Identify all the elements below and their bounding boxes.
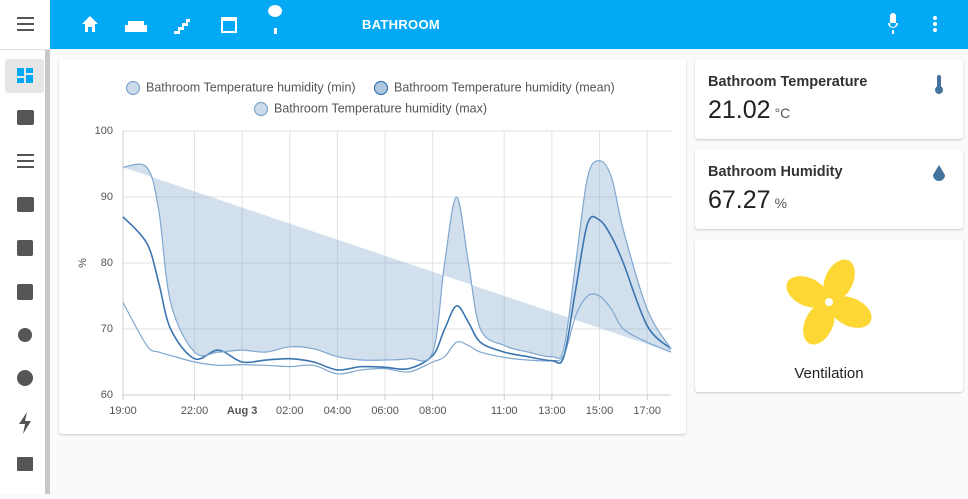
entity-name: Bathroom Humidity xyxy=(708,164,843,180)
nav-item[interactable] xyxy=(17,370,33,386)
x-tick-label: 22:00 xyxy=(181,405,209,417)
y-tick-label: 60 xyxy=(101,389,113,401)
range-band xyxy=(123,160,671,361)
more-icon[interactable] xyxy=(933,16,937,20)
nav-item[interactable] xyxy=(19,412,31,434)
fan-icon xyxy=(786,259,872,345)
x-tick-label: 15:00 xyxy=(586,405,614,417)
nav-item[interactable] xyxy=(17,240,33,256)
legend-label: Bathroom Temperature humidity (max) xyxy=(274,101,487,115)
thermometer-icon xyxy=(935,75,943,94)
nav-item[interactable] xyxy=(17,110,34,125)
sidebar-icons xyxy=(5,59,44,471)
x-tick-label: 17:00 xyxy=(633,405,661,417)
x-tick-label: 04:00 xyxy=(324,405,352,417)
nav-item[interactable] xyxy=(17,457,33,471)
x-tick-label: Aug 3 xyxy=(227,405,258,417)
state-value: 67.27 xyxy=(708,186,771,214)
legend-label: Bathroom Temperature humidity (min) xyxy=(146,80,356,94)
toolbar: BATHROOM xyxy=(50,0,968,49)
mic-icon[interactable] xyxy=(888,13,898,34)
legend-swatch xyxy=(125,80,141,96)
button-name: Ventilation xyxy=(794,365,864,382)
entity-card[interactable]: Bathroom Temperature 21.02 °C xyxy=(695,59,963,139)
view-title: BATHROOM xyxy=(362,17,440,32)
home-tab[interactable] xyxy=(82,16,98,32)
x-tick-label: 11:00 xyxy=(491,405,518,417)
series-line xyxy=(122,160,672,362)
selected-bg xyxy=(5,59,44,93)
y-tick-label: 70 xyxy=(101,323,113,335)
more-dot xyxy=(933,22,937,26)
nav-item[interactable] xyxy=(17,284,33,300)
y-tick-label: 90 xyxy=(101,191,113,203)
y-axis-label: % xyxy=(77,258,89,268)
state-unit: % xyxy=(774,195,788,211)
state-value: 21.02 xyxy=(708,96,771,124)
stairs-tab[interactable] xyxy=(174,19,190,34)
entity-card[interactable]: Bathroom Humidity 67.27% xyxy=(695,149,963,229)
legend-label: Bathroom Temperature humidity (mean) xyxy=(394,80,615,94)
more-dot xyxy=(933,28,937,32)
calendar-tab[interactable] xyxy=(221,17,237,33)
y-tick-label: 100 xyxy=(95,125,113,137)
tree-tab[interactable] xyxy=(268,5,283,35)
legend-swatch xyxy=(253,101,269,117)
button-card[interactable]: Ventilation xyxy=(695,239,963,392)
scrollbar xyxy=(45,50,50,494)
menu-area xyxy=(0,0,50,50)
menu-icon[interactable] xyxy=(0,0,50,49)
nav-item[interactable] xyxy=(17,154,34,156)
series-line xyxy=(122,293,672,375)
entity-state: 67.27% xyxy=(708,186,787,215)
water-icon xyxy=(933,165,945,181)
x-tick-label: 13:00 xyxy=(538,405,566,417)
sidebar xyxy=(0,50,45,494)
entity-state: 21.02 °C xyxy=(708,96,790,125)
entity-name: Bathroom Temperature xyxy=(708,74,868,90)
x-tick-label: 08:00 xyxy=(419,405,447,417)
y-tick-label: 80 xyxy=(101,257,113,269)
x-tick-label: 06:00 xyxy=(371,405,399,417)
x-tick-label: 19:00 xyxy=(109,405,137,417)
state-unit: °C xyxy=(774,105,791,121)
nav-item[interactable] xyxy=(17,197,34,212)
x-tick-label: 02:00 xyxy=(276,405,304,417)
series-line xyxy=(122,215,672,371)
toolbar-icons xyxy=(82,5,937,35)
sofa-tab[interactable] xyxy=(125,21,147,32)
nav-item[interactable] xyxy=(18,328,32,342)
legend-swatch xyxy=(373,80,389,96)
